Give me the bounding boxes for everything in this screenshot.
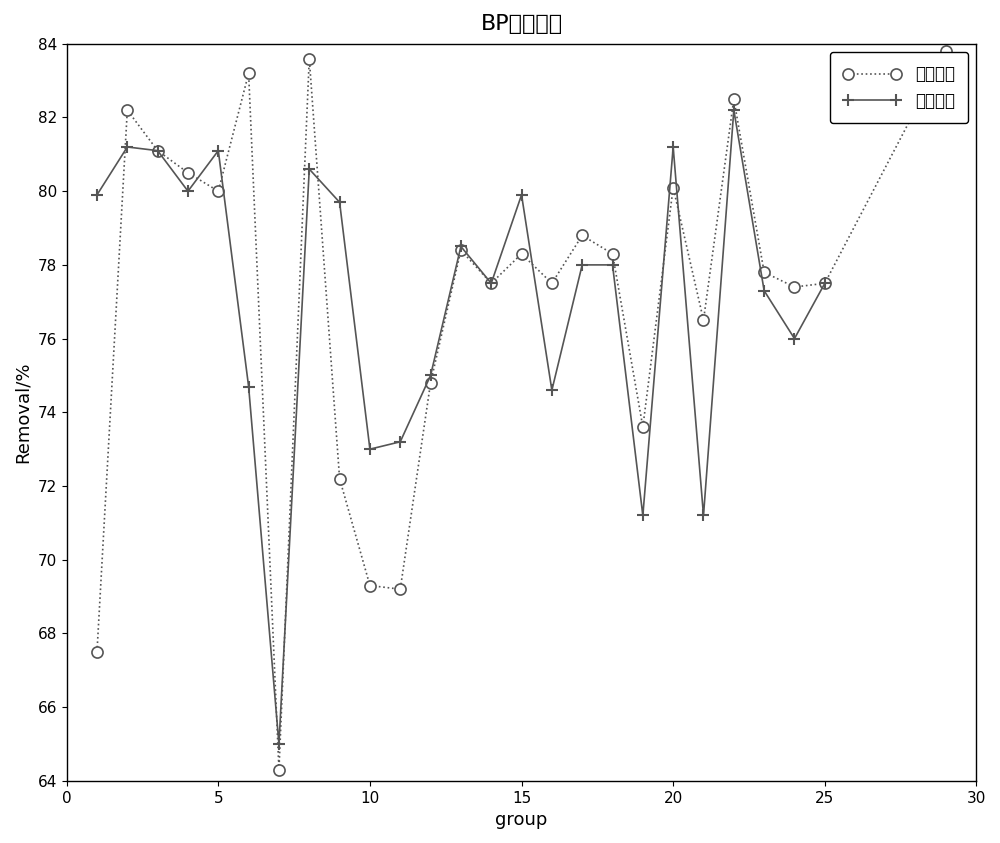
原始数据 [637, 422, 649, 432]
原始数据 [152, 146, 164, 156]
模拟数据 [728, 105, 740, 115]
原始数据 [758, 267, 770, 277]
原始数据 [364, 581, 376, 591]
模拟数据 [394, 437, 406, 447]
原始数据 [667, 182, 679, 192]
原始数据 [516, 249, 528, 259]
原始数据 [212, 186, 224, 196]
模拟数据 [273, 739, 285, 749]
Title: BP神经网络: BP神经网络 [480, 13, 563, 34]
模拟数据 [455, 241, 467, 251]
原始数据 [182, 168, 194, 178]
原始数据 [819, 278, 831, 288]
Line: 原始数据: 原始数据 [91, 46, 952, 776]
模拟数据 [212, 146, 224, 156]
模拟数据 [243, 381, 255, 391]
原始数据 [243, 68, 255, 78]
模拟数据 [334, 197, 346, 207]
模拟数据 [576, 260, 588, 270]
模拟数据 [152, 146, 164, 156]
模拟数据 [819, 278, 831, 288]
模拟数据 [607, 260, 619, 270]
原始数据 [940, 46, 952, 56]
模拟数据 [758, 286, 770, 296]
Line: 模拟数据: 模拟数据 [91, 104, 831, 750]
原始数据 [576, 230, 588, 240]
模拟数据 [485, 278, 497, 288]
模拟数据 [546, 385, 558, 395]
Y-axis label: Removal/%: Removal/% [14, 362, 32, 463]
原始数据 [425, 378, 437, 388]
原始数据 [394, 584, 406, 594]
X-axis label: group: group [495, 811, 548, 830]
模拟数据 [637, 510, 649, 520]
Legend: 原始数据, 模拟数据: 原始数据, 模拟数据 [830, 52, 968, 123]
模拟数据 [91, 190, 103, 200]
原始数据 [273, 765, 285, 775]
模拟数据 [697, 510, 709, 520]
模拟数据 [364, 444, 376, 454]
模拟数据 [121, 142, 133, 152]
模拟数据 [788, 334, 800, 344]
模拟数据 [516, 190, 528, 200]
原始数据 [303, 53, 315, 63]
原始数据 [546, 278, 558, 288]
原始数据 [697, 315, 709, 325]
模拟数据 [303, 164, 315, 175]
原始数据 [121, 105, 133, 115]
原始数据 [728, 94, 740, 105]
模拟数据 [182, 186, 194, 196]
原始数据 [788, 282, 800, 292]
原始数据 [91, 647, 103, 657]
原始数据 [334, 474, 346, 484]
原始数据 [607, 249, 619, 259]
原始数据 [455, 245, 467, 255]
原始数据 [485, 278, 497, 288]
模拟数据 [425, 370, 437, 380]
模拟数据 [667, 142, 679, 152]
